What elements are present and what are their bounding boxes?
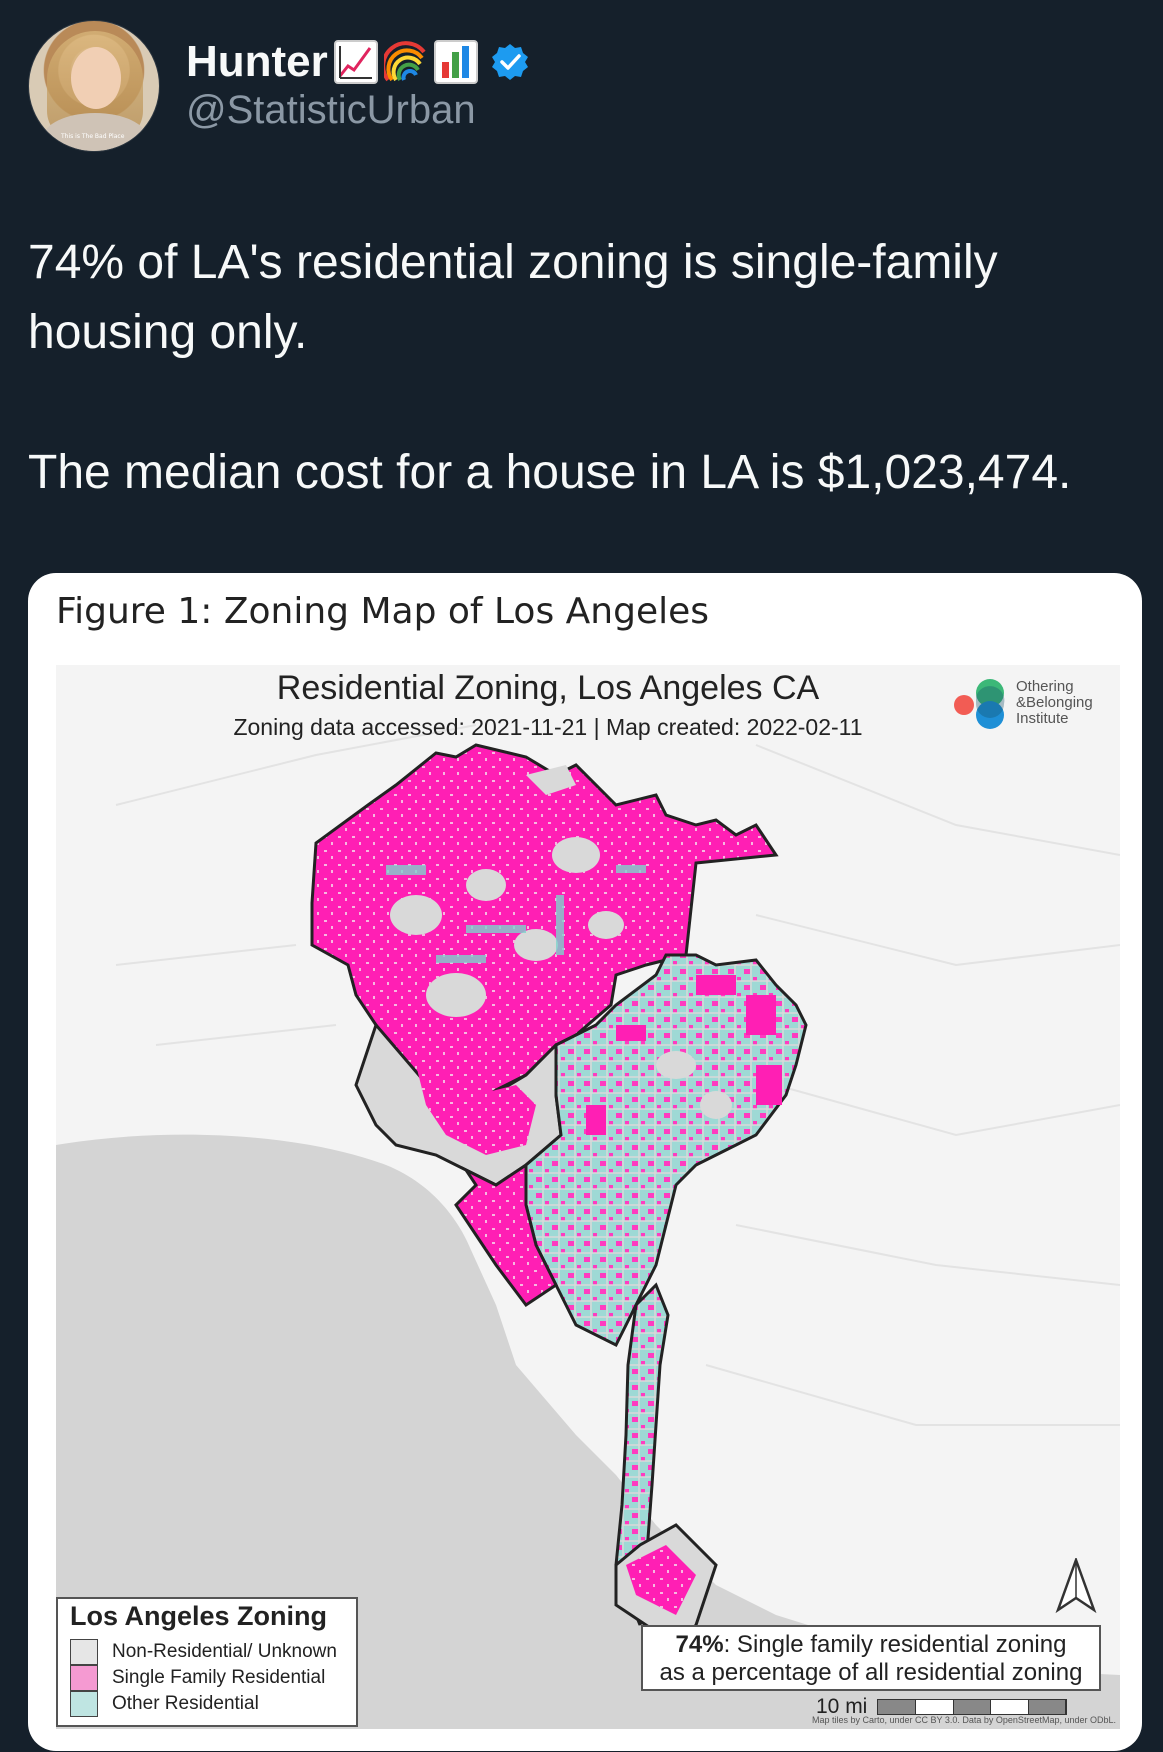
map-attribution: Map tiles by Carto, under CC BY 3.0. Dat… bbox=[812, 1715, 1116, 1725]
figure-caption: Figure 1: Zoning Map of Los Angeles bbox=[56, 591, 710, 632]
bar-chart-emoji-icon bbox=[433, 40, 478, 84]
legend-item-single-family: Single Family Residential bbox=[70, 1665, 325, 1691]
legend-item-other-residential: Other Residential bbox=[70, 1691, 259, 1717]
legend-item-non-residential: Non-Residential/ Unknown bbox=[70, 1639, 337, 1665]
map-title: Residential Zoning, Los Angeles CA bbox=[276, 669, 820, 707]
legend-swatch bbox=[70, 1639, 98, 1665]
legend-swatch bbox=[70, 1665, 98, 1691]
map-title-block: Residential Zoning, Los Angeles CA Zonin… bbox=[56, 669, 1120, 741]
scale-bar-graphic bbox=[877, 1699, 1068, 1715]
logo-dots-icon bbox=[954, 679, 1005, 729]
chart-increasing-emoji-icon bbox=[333, 40, 378, 84]
tweet-text: 74% of LA's residential zoning is single… bbox=[28, 236, 1072, 499]
verified-badge-icon[interactable] bbox=[490, 42, 530, 82]
stat-percent: 74% bbox=[675, 1631, 724, 1658]
name-row: Hunter bbox=[186, 34, 530, 90]
stat-box: 74%: Single family residential zoning as… bbox=[641, 1625, 1101, 1691]
tweet-header: This is The Bad Place Hunter @StatisticU bbox=[28, 20, 1128, 154]
map-legend: Los Angeles Zoning Non-Residential/ Unkn… bbox=[56, 1597, 358, 1727]
scale-bar: 10 mi bbox=[816, 1695, 1068, 1719]
othering-belonging-logo: Othering &Belonging Institute bbox=[952, 671, 1112, 731]
legend-swatch bbox=[70, 1691, 98, 1717]
figure-card[interactable]: Figure 1: Zoning Map of Los Angeles bbox=[28, 573, 1142, 1751]
user-handle[interactable]: @StatisticUrban bbox=[186, 88, 476, 132]
map-graphic bbox=[56, 724, 1120, 1729]
logo-text: Othering &Belonging Institute bbox=[1016, 678, 1093, 727]
legend-title: Los Angeles Zoning bbox=[70, 1601, 328, 1631]
avatar-caption: This is The Bad Place bbox=[61, 133, 125, 140]
north-arrow-icon bbox=[1055, 1558, 1097, 1614]
rainbow-emoji-icon bbox=[383, 40, 428, 84]
zoning-map[interactable]: Residential Zoning, Los Angeles CA Zonin… bbox=[56, 665, 1120, 1729]
map-subtitle: Zoning data accessed: 2021-11-21 | Map c… bbox=[233, 714, 863, 740]
scale-label: 10 mi bbox=[816, 1695, 868, 1718]
avatar[interactable]: This is The Bad Place bbox=[28, 20, 160, 152]
stat-line2: as a percentage of all residential zonin… bbox=[659, 1659, 1083, 1686]
stat-line1: : Single family residential zoning bbox=[723, 1631, 1067, 1658]
display-name[interactable]: Hunter bbox=[186, 37, 328, 86]
